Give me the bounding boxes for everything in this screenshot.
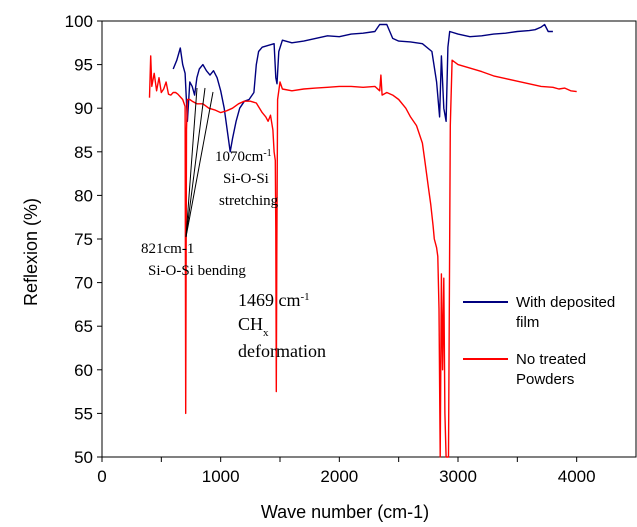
annotation-1469-line3: deformation [238, 341, 326, 361]
annotation-1070-line2: Si-O-Si [223, 171, 269, 187]
y-tick-label: 55 [74, 404, 93, 423]
x-tick-label: 2000 [320, 467, 358, 486]
annotation-1469-ch: CHx [238, 314, 269, 339]
leader-line [185, 87, 206, 238]
y-tick-label: 90 [74, 99, 93, 118]
y-tick-label: 70 [74, 274, 93, 293]
x-axis-title: Wave number (cm-1) [261, 502, 429, 522]
y-tick-label: 60 [74, 361, 93, 380]
x-tick-label: 1000 [202, 467, 240, 486]
series-line-with-deposited-film [172, 23, 553, 153]
annotation-821-line1: 821cm-1 [141, 241, 194, 257]
x-tick-label: 4000 [558, 467, 596, 486]
y-tick-label: 50 [74, 448, 93, 467]
annotation-1070: 1070cm-1 [215, 148, 272, 166]
y-tick-label: 75 [74, 230, 93, 249]
legend-label-no-treated-powders-1: No treated [516, 351, 586, 368]
annotation-1469: 1469 cm-1 [238, 290, 310, 310]
legend-label-with-deposited-film-1: With deposited [516, 294, 615, 311]
annotation-1469-line1: 1469 cm [238, 290, 301, 310]
annotation-1070-line1: 1070cm [215, 149, 264, 165]
annotation-821-line2: Si-O-Si bending [148, 263, 246, 279]
x-tick-label: 3000 [439, 467, 477, 486]
annotation-1469-sup: -1 [301, 291, 310, 303]
legend: With deposited film No treated Powders [463, 294, 615, 388]
y-tick-label: 100 [65, 12, 93, 31]
leader-line [185, 87, 198, 238]
annotation-1070-line3: stretching [219, 193, 279, 209]
series-line-no-treated-powders [148, 55, 577, 458]
legend-label-no-treated-powders-2: Powders [516, 371, 574, 388]
y-tick-label: 65 [74, 317, 93, 336]
leader-line [185, 91, 214, 238]
annotation-1469-line2: CH [238, 314, 263, 334]
annotation-leaders [185, 87, 214, 238]
y-tick-label: 80 [74, 186, 93, 205]
legend-label-with-deposited-film-2: film [516, 314, 539, 331]
annotation-1070-sup: -1 [263, 148, 271, 159]
y-tick-label: 85 [74, 143, 93, 162]
x-tick-label: 0 [97, 467, 106, 486]
y-axis-title: Reflexion (%) [21, 198, 41, 306]
annotation-1469-sub: x [263, 327, 269, 339]
y-tick-label: 95 [74, 56, 93, 75]
